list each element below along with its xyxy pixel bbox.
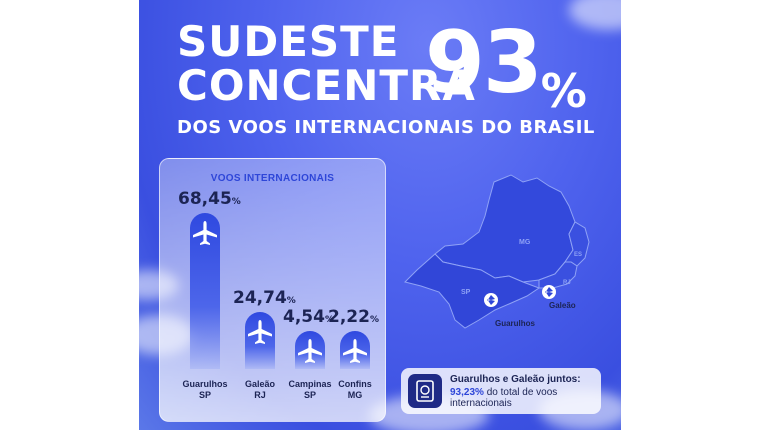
callout-text: do total de voos internacionais [450,387,558,409]
mg-state-shape [434,174,576,283]
headline-line1: SUDESTE [177,17,400,66]
sp-state-shape [404,253,541,329]
big-percentage-number: 93 [425,13,543,113]
big-percentage-unit: % [540,64,587,118]
callout-value: 93,23% [450,387,484,398]
chart-panel: VOOS INTERNACIONAIS 68,45% Guarulhos SP 24,… [159,158,386,422]
bar-category-label: Campinas SP [288,379,332,400]
bar-value-label: 68,45% [178,188,241,209]
map-label-galeao: Galeão [549,301,576,310]
callout-box: Guarulhos e Galeão juntos: 93,23% do tot… [401,368,601,414]
map-label-mg: MG [519,239,531,246]
bar-category-label: Confins MG [338,379,372,400]
bar-category-label: Galeão RJ [244,379,275,400]
callout-title: Guarulhos e Galeão juntos: [450,374,581,385]
plane-icon [341,337,369,365]
map-label-guarulhos: Guarulhos [495,319,536,328]
plane-icon [246,318,274,346]
plane-icon [296,337,324,365]
southeast-map: MG SP ES RJ Guarulhos Galeão [404,174,590,329]
chart-title: VOOS INTERNACIONAIS [210,173,335,184]
headline: SUDESTE CONCENTRA [177,20,476,108]
subtitle: DOS VOOS INTERNACIONAIS DO BRASIL [177,117,595,138]
map-label-rj: RJ [563,280,571,286]
big-percentage: 93% [425,18,587,118]
bar-value-label: 24,74% [233,288,296,309]
map-label-sp: SP [461,289,471,296]
callout-body: 93,23% do total de voos internacionais [450,387,600,409]
headline-line2: CONCENTRA [177,61,476,110]
passport-icon [408,374,442,408]
bar-value-label: 4,54% [283,307,334,327]
infographic: SUDESTE CONCENTRA 93% DOS VOOS INTERNACI… [139,0,621,430]
plane-icon [487,295,495,305]
bar-category-label: Guarulhos SP [182,379,228,400]
es-state-shape [564,221,590,267]
map-label-es: ES [574,252,582,258]
plane-icon [191,219,219,247]
bar-value-label: 2,22% [328,307,379,327]
plane-icon [545,287,553,297]
